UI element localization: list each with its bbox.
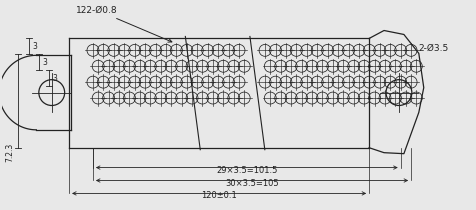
Text: 7.2.3: 7.2.3 — [5, 143, 14, 162]
Text: 3: 3 — [42, 58, 47, 67]
Text: 29×3.5=101.5: 29×3.5=101.5 — [216, 166, 278, 175]
Text: 3: 3 — [52, 74, 57, 83]
Text: 120±0.1: 120±0.1 — [201, 192, 237, 200]
Text: 3: 3 — [32, 42, 37, 51]
Text: 122-Ø0.8: 122-Ø0.8 — [76, 6, 172, 42]
Text: 2-Ø3.5: 2-Ø3.5 — [418, 44, 449, 53]
Text: 30×3.5=105: 30×3.5=105 — [225, 178, 279, 188]
